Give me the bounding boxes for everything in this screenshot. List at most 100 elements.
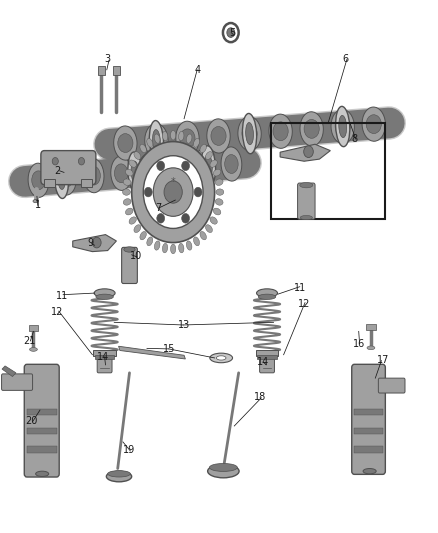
Ellipse shape <box>147 139 153 147</box>
Ellipse shape <box>300 182 313 188</box>
Circle shape <box>145 187 152 197</box>
Polygon shape <box>280 144 330 161</box>
Bar <box>98 66 105 75</box>
Ellipse shape <box>123 199 131 205</box>
Circle shape <box>157 214 165 223</box>
Text: 16: 16 <box>353 338 365 349</box>
Ellipse shape <box>108 471 131 477</box>
FancyBboxPatch shape <box>297 183 315 219</box>
Ellipse shape <box>258 294 276 300</box>
Ellipse shape <box>123 189 131 195</box>
Bar <box>93 351 116 356</box>
Ellipse shape <box>194 237 200 246</box>
Ellipse shape <box>162 131 168 141</box>
Ellipse shape <box>205 225 212 232</box>
Text: 19: 19 <box>124 445 136 455</box>
Ellipse shape <box>269 114 292 148</box>
Text: 17: 17 <box>377 354 389 365</box>
FancyBboxPatch shape <box>122 247 138 284</box>
Ellipse shape <box>125 208 133 215</box>
Ellipse shape <box>197 157 211 176</box>
Ellipse shape <box>194 149 214 183</box>
Ellipse shape <box>129 217 136 224</box>
Ellipse shape <box>194 139 200 147</box>
Ellipse shape <box>210 217 217 224</box>
Ellipse shape <box>56 161 76 195</box>
Ellipse shape <box>208 465 239 478</box>
Text: 2: 2 <box>54 166 60 176</box>
Ellipse shape <box>147 237 153 246</box>
FancyBboxPatch shape <box>352 365 385 474</box>
Ellipse shape <box>215 199 223 205</box>
Text: 14: 14 <box>97 352 110 362</box>
Ellipse shape <box>118 134 133 152</box>
Ellipse shape <box>129 160 136 167</box>
Text: 8: 8 <box>351 134 357 144</box>
Bar <box>27 446 57 453</box>
Ellipse shape <box>149 120 163 161</box>
Bar <box>272 123 385 219</box>
Ellipse shape <box>300 112 323 146</box>
Ellipse shape <box>87 166 100 185</box>
Ellipse shape <box>246 123 254 144</box>
Ellipse shape <box>134 225 141 232</box>
Ellipse shape <box>145 124 168 158</box>
Ellipse shape <box>59 168 73 188</box>
Circle shape <box>143 156 203 229</box>
Ellipse shape <box>152 130 160 152</box>
Circle shape <box>304 146 313 158</box>
FancyBboxPatch shape <box>378 378 405 393</box>
Ellipse shape <box>200 231 206 240</box>
Ellipse shape <box>363 469 376 474</box>
Ellipse shape <box>205 151 212 159</box>
Ellipse shape <box>124 247 135 252</box>
Ellipse shape <box>211 126 226 146</box>
Bar <box>29 325 38 332</box>
FancyBboxPatch shape <box>24 365 59 477</box>
Ellipse shape <box>179 244 184 253</box>
Ellipse shape <box>213 208 221 215</box>
Ellipse shape <box>106 471 132 482</box>
Circle shape <box>182 214 190 223</box>
Circle shape <box>92 237 101 248</box>
Bar <box>258 355 277 359</box>
Ellipse shape <box>149 131 164 150</box>
FancyBboxPatch shape <box>97 358 112 373</box>
Bar <box>95 355 114 359</box>
Circle shape <box>194 187 202 197</box>
Ellipse shape <box>33 199 38 203</box>
Ellipse shape <box>176 121 199 156</box>
Text: 13: 13 <box>178 320 190 330</box>
Ellipse shape <box>238 117 261 151</box>
FancyBboxPatch shape <box>260 358 275 373</box>
Ellipse shape <box>304 119 319 138</box>
Text: 5: 5 <box>229 28 235 38</box>
Ellipse shape <box>216 189 224 195</box>
Ellipse shape <box>300 215 312 220</box>
Text: 12: 12 <box>298 298 311 309</box>
Polygon shape <box>119 346 185 359</box>
Polygon shape <box>73 235 117 252</box>
Ellipse shape <box>170 244 176 254</box>
Text: 11: 11 <box>293 283 306 293</box>
Text: 15: 15 <box>162 344 175 354</box>
Ellipse shape <box>166 151 187 185</box>
Text: 12: 12 <box>51 306 64 317</box>
Text: 3: 3 <box>105 54 111 64</box>
Ellipse shape <box>201 146 215 186</box>
Text: 20: 20 <box>25 416 37 426</box>
Ellipse shape <box>140 144 146 152</box>
Ellipse shape <box>32 171 45 190</box>
Ellipse shape <box>205 155 212 177</box>
Text: 21: 21 <box>23 336 35 346</box>
Ellipse shape <box>216 356 226 360</box>
Circle shape <box>182 161 190 171</box>
Ellipse shape <box>29 348 37 351</box>
Ellipse shape <box>140 231 146 240</box>
Ellipse shape <box>331 109 354 143</box>
Ellipse shape <box>138 154 159 188</box>
Circle shape <box>132 142 215 243</box>
Ellipse shape <box>225 155 238 173</box>
Ellipse shape <box>179 131 184 141</box>
Text: 7: 7 <box>155 203 161 213</box>
